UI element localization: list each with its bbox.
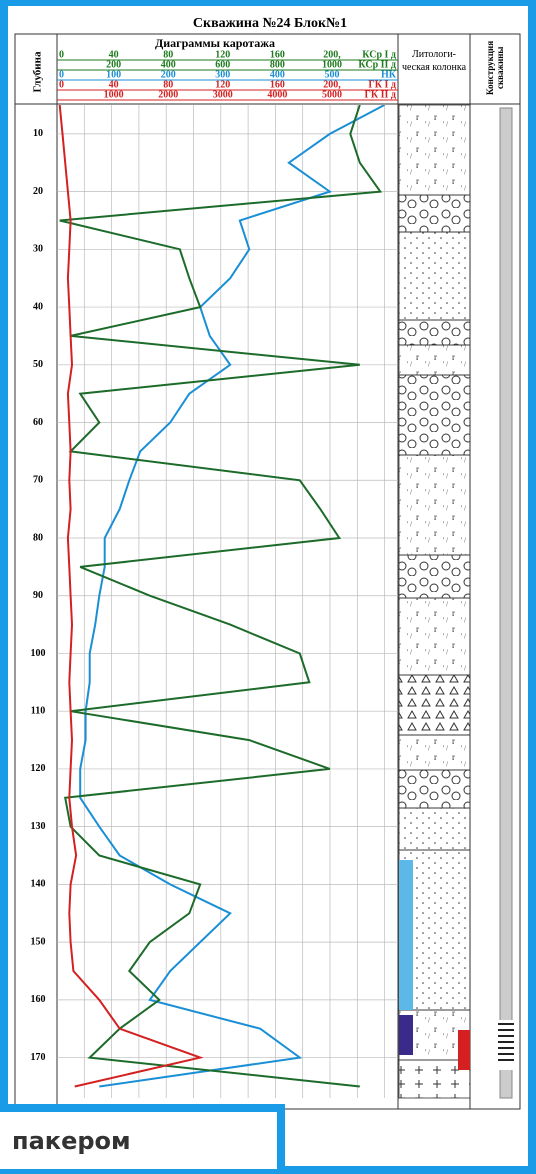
y-tick-label: 10 (33, 128, 43, 139)
scale-label: 1000 (104, 89, 124, 100)
scale-label: 600 (215, 59, 230, 70)
scale-label: 0 (59, 69, 64, 80)
scale-name: ГК II д (365, 89, 396, 100)
lith-header: Литологи-ческая колонка (401, 49, 467, 73)
lith-layer (398, 597, 471, 676)
log-curve (79, 105, 385, 1088)
scale-label: 2000 (158, 89, 178, 100)
lith-layer (398, 374, 471, 456)
y-tick-label: 90 (33, 590, 43, 601)
log-curve (58, 105, 204, 1088)
scale-name: КСр I д (362, 49, 396, 60)
depth-header: Глубина (32, 51, 44, 92)
scale-label: 120 (215, 49, 230, 60)
aquifer (399, 860, 413, 1010)
scale-label: 80 (163, 49, 173, 60)
y-tick-label: 100 (31, 648, 46, 659)
lith-layer (398, 769, 471, 809)
logs-header: Диаграммы каротажа (155, 36, 275, 50)
constr-header: Конструкция скважины (485, 40, 505, 96)
lith-layer (398, 104, 471, 196)
lith-layer (398, 319, 471, 346)
scale-label: 400 (161, 59, 176, 70)
lith-layer (398, 344, 471, 376)
scale-label: 5000 (322, 89, 342, 100)
y-tick-label: 140 (31, 879, 46, 890)
y-tick-label: 30 (33, 244, 43, 255)
y-tick-label: 120 (31, 763, 46, 774)
scale-label: 800 (270, 59, 285, 70)
scale-label: 0 (59, 79, 64, 90)
aquifer (399, 1015, 413, 1055)
y-tick-label: 50 (33, 359, 43, 370)
scale-name: ГК I д (368, 79, 396, 90)
y-tick-label: 150 (31, 936, 46, 947)
scale-label: 40 (109, 79, 119, 90)
y-tick-label: 160 (31, 994, 46, 1005)
lith-layer (398, 454, 471, 556)
scale-label: 80 (163, 79, 173, 90)
scale-label: 0 (59, 49, 64, 60)
scale-label: 120 (215, 79, 230, 90)
caption: пакером (12, 1127, 131, 1155)
scale-label: 200 (106, 59, 121, 70)
y-tick-label: 40 (33, 301, 43, 312)
scale-name: КСр II д (358, 59, 396, 70)
packer (498, 1020, 514, 1070)
y-tick-label: 170 (31, 1052, 46, 1063)
scale-name: НК (381, 69, 397, 80)
scale-label: 300 (215, 69, 230, 80)
scale-label: 100 (106, 69, 121, 80)
scale-label: 160 (270, 79, 285, 90)
casing (499, 107, 513, 1099)
scale-label: 200, (323, 79, 341, 90)
scale-label: 500 (325, 69, 340, 80)
lith-layer (398, 807, 471, 851)
y-tick-label: 110 (31, 705, 45, 716)
chart-title: Скважина №24 Блок№1 (193, 16, 347, 31)
lith-header-box: Литологи-ческая колонка (401, 49, 467, 73)
y-tick-label: 80 (33, 532, 43, 543)
lith-layer (398, 674, 471, 736)
y-tick-label: 60 (33, 417, 43, 428)
lith-layer (398, 554, 471, 599)
scale-label: 160 (270, 49, 285, 60)
scale-label: 4000 (267, 89, 287, 100)
scale-label: 40 (109, 49, 119, 60)
log-curve (59, 105, 383, 1088)
constr-header-box: Конструкция скважины (485, 40, 505, 96)
scale-label: 1000 (322, 59, 342, 70)
caption-box (0, 1112, 277, 1169)
scale-label: 400 (270, 69, 285, 80)
lithology-column (398, 104, 471, 1099)
lith-layer (398, 231, 471, 321)
scale-label: 200 (161, 69, 176, 80)
y-tick-label: 70 (33, 475, 43, 486)
y-tick-label: 20 (33, 186, 43, 197)
scale-label: 200, (323, 49, 341, 60)
lith-layer (398, 734, 471, 771)
scale-label: 3000 (213, 89, 233, 100)
marker (458, 1030, 470, 1070)
lith-layer (398, 194, 471, 233)
y-tick-label: 130 (31, 821, 46, 832)
